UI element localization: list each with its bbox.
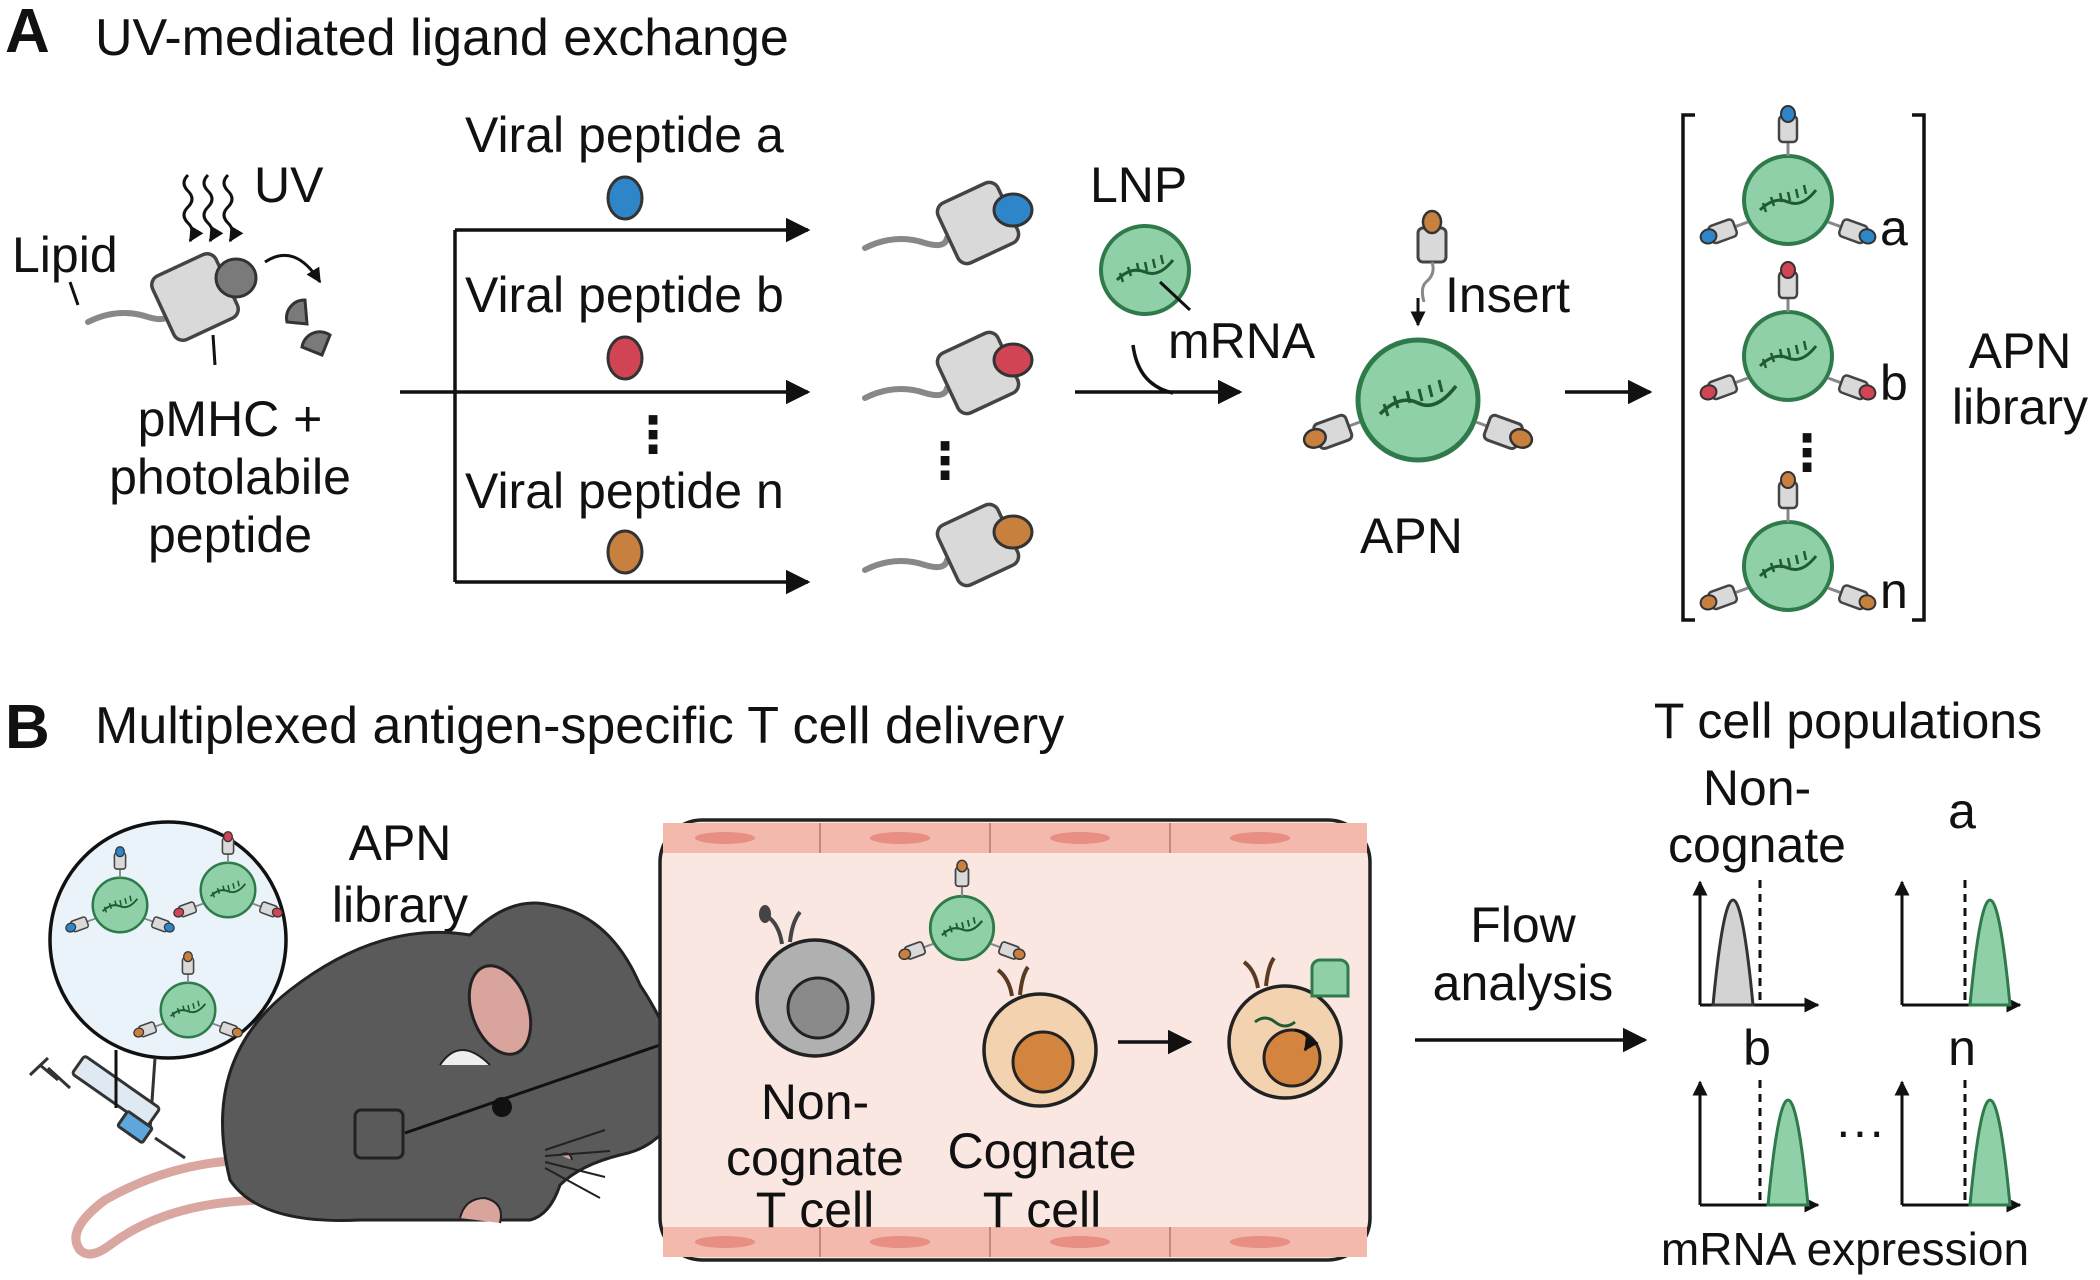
hist-hdots: ··· — [1835, 1103, 1885, 1159]
peptide-n-icon — [606, 529, 644, 575]
peptide-b-icon — [606, 335, 644, 381]
library-bead-a-icon — [1698, 106, 1878, 248]
peptide-a-label: Viral peptide a — [465, 107, 784, 163]
pmhc-loaded-n-icon — [862, 502, 1034, 588]
apn-label: APN — [1360, 508, 1463, 564]
populations-title: T cell populations — [1654, 693, 2042, 749]
noncognate-label-line1: Non- — [761, 1074, 869, 1130]
pmhc-ellipsis: ⋮ — [920, 433, 970, 489]
b-apn-library-line2: library — [332, 877, 468, 933]
pmhc-loaded-a-icon — [862, 180, 1034, 266]
pmhc-label-line3: peptide — [148, 507, 312, 563]
transfected-tcell-icon — [1227, 956, 1350, 1100]
flow-label-line1: Flow — [1470, 897, 1576, 953]
peptide-b-label: Viral peptide b — [465, 267, 784, 323]
panel-b-letter: B — [5, 693, 50, 762]
pop-noncognate-line1: Non- — [1703, 760, 1811, 816]
b-apn-library-line1: APN — [349, 815, 452, 871]
apn-icon — [1302, 337, 1534, 463]
flow-label-line2: analysis — [1433, 955, 1614, 1011]
syringe-icon — [28, 1055, 186, 1160]
pmhc-photolabile-icon — [85, 252, 332, 366]
cognate-tcell-icon — [982, 965, 1098, 1108]
library-bead-n-icon — [1698, 472, 1878, 614]
insert-pmhc-icon — [1410, 209, 1448, 327]
peptide-ellipsis: ⋮ — [628, 407, 678, 463]
cognate-label-line1: Cognate — [947, 1123, 1136, 1179]
pop-noncognate-line2: cognate — [1668, 817, 1846, 873]
histogram-n — [1894, 1080, 2022, 1213]
apn-library-label-line1: APN — [1969, 323, 2072, 379]
mrna-label: mRNA — [1168, 313, 1316, 369]
peptide-n-label: Viral peptide n — [465, 463, 784, 519]
library-item-n-label: n — [1880, 563, 1908, 619]
apn-library-label-line2: library — [1952, 379, 2088, 435]
cognate-label-line2: T cell — [983, 1182, 1102, 1238]
histogram-b — [1692, 1080, 1820, 1213]
lipid-label: Lipid — [12, 227, 118, 283]
zoom-line-lower — [404, 1043, 661, 1135]
panel-b-title: Multiplexed antigen-specific T cell deli… — [95, 697, 1064, 755]
lnp-label: LNP — [1090, 157, 1187, 213]
panel-a-letter: A — [5, 0, 50, 66]
lnp-icon — [1099, 224, 1191, 316]
library-item-a-label: a — [1880, 200, 1908, 256]
pop-n-label: n — [1948, 1020, 1976, 1076]
library-bracket — [1681, 113, 1926, 622]
lnp-merge-arrow — [1075, 344, 1243, 405]
pop-b-label: b — [1743, 1020, 1771, 1076]
histogram-a — [1894, 880, 2022, 1013]
library-ellipsis: ⋮ — [1782, 425, 1832, 481]
library-bead-b-icon — [1698, 262, 1878, 404]
library-item-b-label: b — [1880, 355, 1908, 411]
pop-a-label: a — [1948, 783, 1976, 839]
peptide-a-icon — [606, 175, 644, 221]
noncognate-tcell-icon — [755, 905, 875, 1058]
uv-label: UV — [254, 157, 324, 213]
x-axis-label: mRNA expression — [1661, 1223, 2029, 1275]
panel-a-title: UV-mediated ligand exchange — [95, 9, 789, 67]
insert-label: Insert — [1445, 267, 1570, 323]
mouse-icon — [71, 901, 682, 1259]
pmhc-loaded-b-icon — [862, 330, 1034, 416]
peptide-exchange-arrows — [400, 217, 811, 595]
pmhc-label-line1: pMHC + — [138, 391, 323, 447]
uv-rays-icon — [182, 173, 244, 243]
histogram-noncognate — [1692, 880, 1820, 1013]
noncognate-label-line2: cognate — [726, 1130, 904, 1186]
noncognate-label-line3: T cell — [756, 1182, 875, 1238]
pmhc-label-line2: photolabile — [109, 449, 351, 505]
